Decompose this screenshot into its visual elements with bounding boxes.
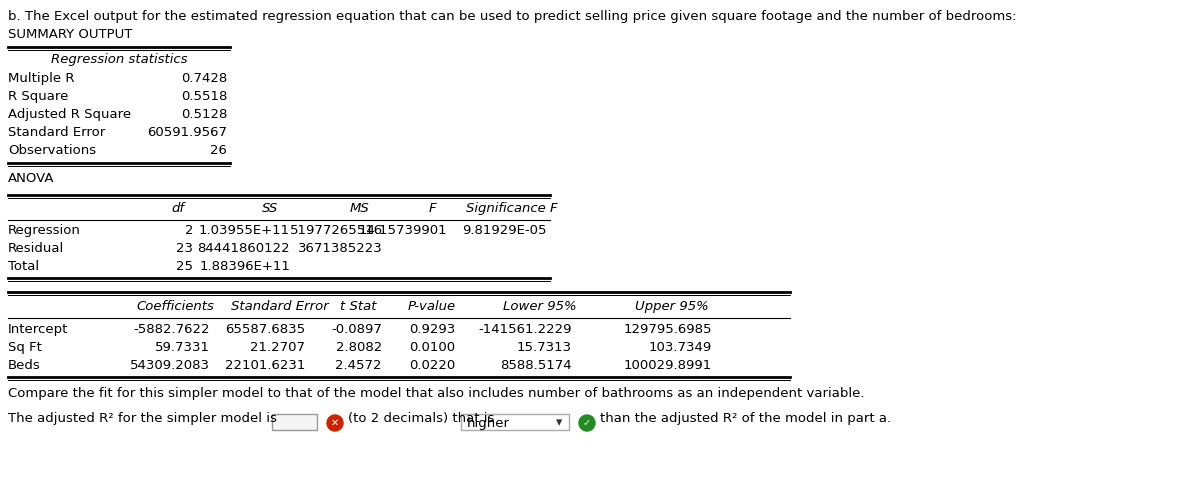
Text: 0.0100: 0.0100 — [409, 341, 455, 354]
Text: 51977265516: 51977265516 — [290, 224, 383, 237]
Text: 8588.5174: 8588.5174 — [500, 359, 572, 372]
Text: 65587.6835: 65587.6835 — [224, 323, 305, 336]
Circle shape — [326, 415, 343, 431]
Bar — [461, 414, 569, 430]
Text: 100029.8991: 100029.8991 — [624, 359, 712, 372]
Text: Lower 95%: Lower 95% — [503, 300, 577, 313]
Text: 54309.2083: 54309.2083 — [130, 359, 210, 372]
Text: ✕: ✕ — [331, 418, 340, 428]
Text: 0.0220: 0.0220 — [409, 359, 455, 372]
Text: 15.7313: 15.7313 — [517, 341, 572, 354]
Text: SS: SS — [262, 202, 278, 215]
Text: P-value: P-value — [408, 300, 456, 313]
Text: 0.5128: 0.5128 — [181, 108, 227, 121]
Text: 2.4572: 2.4572 — [336, 359, 382, 372]
Text: Significance F: Significance F — [466, 202, 558, 215]
Text: 25: 25 — [176, 260, 193, 273]
Text: 0.9293: 0.9293 — [409, 323, 455, 336]
Text: Coefficients: Coefficients — [136, 300, 214, 313]
Text: MS: MS — [350, 202, 370, 215]
Text: ▾: ▾ — [556, 416, 562, 430]
Text: Regression: Regression — [8, 224, 80, 237]
Text: Compare the fit for this simpler model to that of the model that also includes n: Compare the fit for this simpler model t… — [8, 387, 864, 400]
Text: 2: 2 — [185, 224, 193, 237]
Circle shape — [580, 415, 595, 431]
Text: 22101.6231: 22101.6231 — [224, 359, 305, 372]
Text: -141561.2229: -141561.2229 — [479, 323, 572, 336]
Text: SUMMARY OUTPUT: SUMMARY OUTPUT — [8, 28, 132, 41]
Text: than the adjusted R² of the model in part a.: than the adjusted R² of the model in par… — [600, 412, 892, 425]
Text: Multiple R: Multiple R — [8, 72, 74, 85]
Text: Upper 95%: Upper 95% — [635, 300, 709, 313]
Text: ✓: ✓ — [583, 418, 592, 428]
Text: -0.0897: -0.0897 — [331, 323, 382, 336]
Text: 2.8082: 2.8082 — [336, 341, 382, 354]
Text: Standard Error: Standard Error — [8, 126, 106, 139]
Text: Observations: Observations — [8, 144, 96, 157]
Bar — [272, 414, 317, 430]
Text: 14.15739901: 14.15739901 — [359, 224, 446, 237]
Text: t Stat: t Stat — [340, 300, 377, 313]
Text: higher: higher — [467, 416, 510, 430]
Text: Sq Ft: Sq Ft — [8, 341, 42, 354]
Text: Standard Error: Standard Error — [232, 300, 329, 313]
Text: 129795.6985: 129795.6985 — [624, 323, 712, 336]
Text: 84441860122: 84441860122 — [197, 242, 290, 255]
Text: F: F — [428, 202, 436, 215]
Text: 21.2707: 21.2707 — [250, 341, 305, 354]
Text: Beds: Beds — [8, 359, 41, 372]
Text: 0.7428: 0.7428 — [181, 72, 227, 85]
Text: 60591.9567: 60591.9567 — [148, 126, 227, 139]
Text: Regression statistics: Regression statistics — [50, 53, 187, 66]
Text: 3671385223: 3671385223 — [299, 242, 383, 255]
Text: ANOVA: ANOVA — [8, 172, 54, 185]
Text: 1.03955E+11: 1.03955E+11 — [199, 224, 290, 237]
Text: (to 2 decimals) that is: (to 2 decimals) that is — [348, 412, 494, 425]
Text: -5882.7622: -5882.7622 — [133, 323, 210, 336]
Text: 9.81929E-05: 9.81929E-05 — [462, 224, 547, 237]
Text: Intercept: Intercept — [8, 323, 68, 336]
Text: 26: 26 — [210, 144, 227, 157]
Text: Total: Total — [8, 260, 40, 273]
Text: b. The Excel output for the estimated regression equation that can be used to pr: b. The Excel output for the estimated re… — [8, 10, 1016, 23]
Text: 0.5518: 0.5518 — [181, 90, 227, 103]
Text: 103.7349: 103.7349 — [649, 341, 712, 354]
Text: 1.88396E+11: 1.88396E+11 — [199, 260, 290, 273]
Text: 59.7331: 59.7331 — [155, 341, 210, 354]
Text: Adjusted R Square: Adjusted R Square — [8, 108, 131, 121]
Text: Residual: Residual — [8, 242, 65, 255]
Text: 23: 23 — [176, 242, 193, 255]
Text: The adjusted R² for the simpler model is: The adjusted R² for the simpler model is — [8, 412, 277, 425]
Text: df: df — [172, 202, 185, 215]
Text: R Square: R Square — [8, 90, 68, 103]
